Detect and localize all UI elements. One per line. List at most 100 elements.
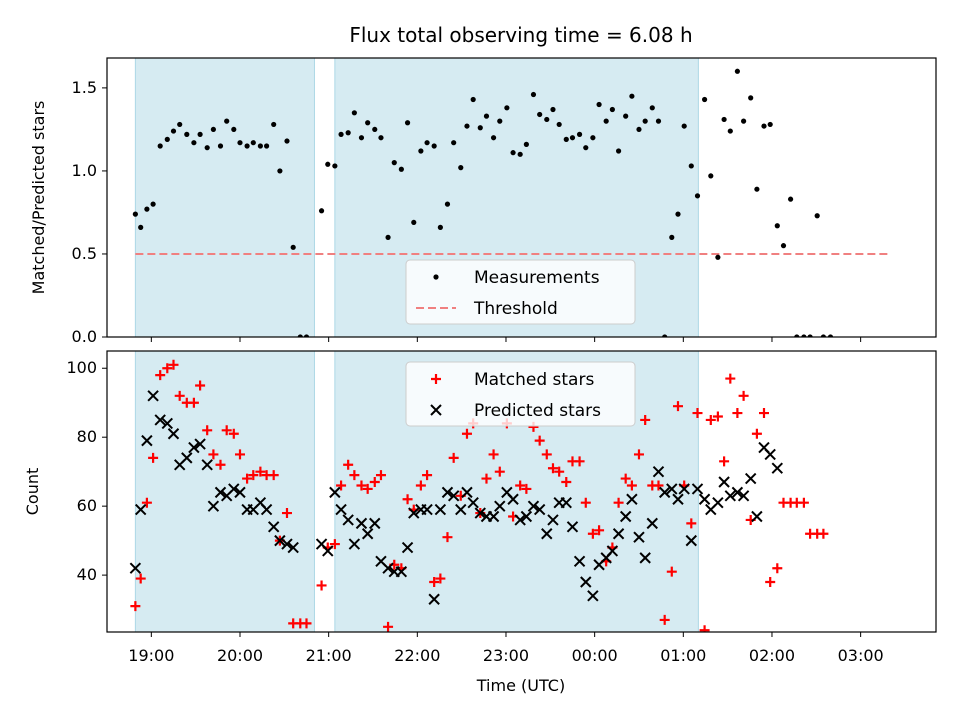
legend: Matched stars Predicted stars [405,361,636,427]
predicted-star-point [520,510,533,523]
matched-star-point [168,359,179,370]
data-markers [132,68,834,337]
predicted-star-point [587,590,599,602]
matched-star-point [141,497,152,508]
x-axis-label: Time (UTC) [476,676,565,695]
predicted-star-point [281,538,293,550]
predicted-star-point [201,459,213,471]
predicted-star-point [329,486,341,499]
matched-star-point [281,508,292,519]
matched-star-point [666,566,677,577]
measurement-point [754,186,760,192]
measurement-point [385,234,391,240]
matched-star-point [719,456,730,467]
predicted-star-point [207,500,220,512]
matched-star-point [221,425,232,436]
measurement-point [290,244,296,250]
legend-label: Matched stars [474,370,594,390]
matched-star-point [130,601,141,612]
x-tick-label: 22:00 [394,646,440,665]
measurement-point [530,91,537,98]
measurement-point [721,116,727,123]
measurement-point [794,334,800,337]
matched-star-point [580,497,591,508]
measurement-point [332,163,338,169]
matched-star-point [751,428,762,439]
measurement-point [338,131,344,137]
predicted-star-point [737,490,750,502]
matched-star-point [738,390,749,401]
measurement-point [609,106,615,113]
predicted-star-point [698,493,711,505]
matched-star-point [534,435,545,446]
measurement-point [583,145,589,151]
top-panel: 0.0 0.5 1.0 1.5 Matched/Predicted stars Measu… [29,57,937,346]
predicted-star-point [228,483,240,495]
matched-star-point [202,425,213,436]
matched-star-point [301,618,312,629]
matched-star-point [818,528,829,539]
predicted-star-point [626,493,638,505]
matched-star-point [356,480,367,491]
matched-star-point [148,452,159,463]
measurement-point [250,140,256,146]
matched-star-point [521,483,532,494]
measurement-point [544,116,550,123]
predicted-star-point [455,503,467,516]
matched-star-point [316,580,327,591]
matched-star-point [712,411,723,422]
measurement-point [603,118,609,124]
measurement-point [590,135,596,141]
measurement-point [365,120,371,126]
predicted-star-point [382,562,394,574]
measurement-point [734,68,740,74]
y-tick-label: 0.0 [72,327,97,346]
measurement-point [727,128,733,134]
matched-star-point [329,539,340,550]
legend-x-marker [430,404,442,416]
predicted-star-point [428,593,440,605]
matched-star-point [435,573,446,584]
matched-star-point [594,525,605,536]
measurement-point [649,105,655,111]
predicted-star-point [348,538,361,550]
predicted-star-point [474,507,486,519]
matched-star-point [422,470,433,481]
measurement-point [827,334,834,337]
matched-star-point [362,483,373,494]
predicted-star-point [214,486,227,499]
predicted-star-point [467,496,479,509]
predicted-star-point [606,545,619,557]
measurement-point [398,166,404,172]
y-axis-label: Count [23,468,42,516]
predicted-star-point [724,490,737,502]
measurement-point [263,143,270,149]
predicted-star-point [161,417,173,430]
matched-star-point [415,480,426,491]
x-tick-label: 03:00 [838,646,884,665]
predicted-star-point [287,541,299,554]
legend-label: Predicted stars [474,401,601,421]
matched-star-point [758,408,769,419]
measurement-point [490,135,497,141]
measurement-point [483,113,490,119]
predicted-star-point [487,510,500,523]
measurement-point [623,113,629,119]
measurement-point [378,135,384,141]
predicted-star-point [712,496,724,509]
legend-box [405,361,636,427]
measurement-point [517,151,523,157]
data-markers [129,359,829,632]
matched-star-point [349,470,360,481]
matched-star-point [215,459,226,470]
legend-box [405,259,636,325]
matched-star-point [725,373,736,384]
predicted-star-point [167,428,180,440]
predicted-star-point [652,465,665,478]
measurement-point [504,105,510,111]
measurement-point [563,136,569,142]
predicted-star-point [541,528,553,540]
measurement-point [177,121,183,128]
matched-star-point [402,494,413,505]
measurement-point [184,131,190,137]
